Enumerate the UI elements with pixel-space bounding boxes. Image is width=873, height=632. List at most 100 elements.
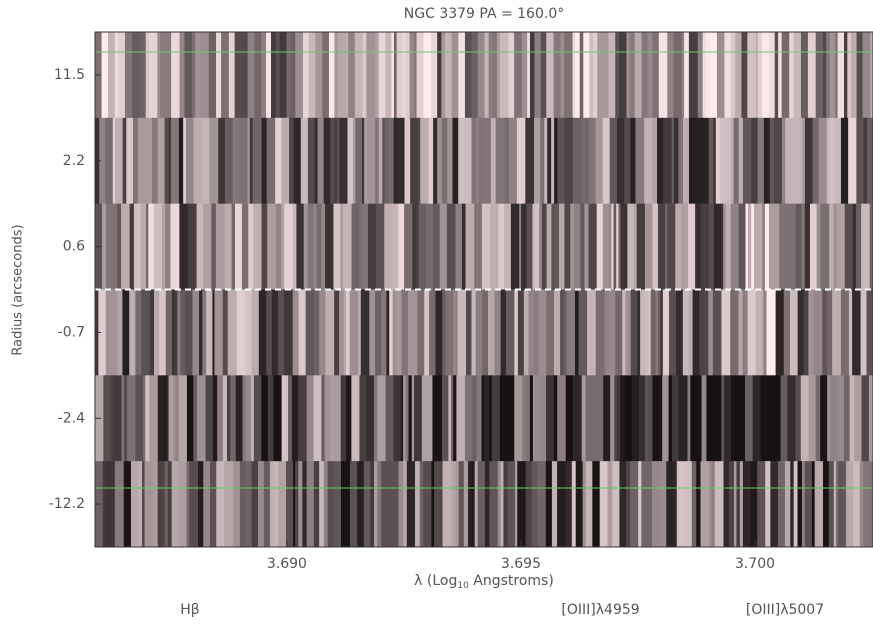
- spectrum-stripe: [869, 375, 873, 461]
- spectrum-stripe: [837, 204, 842, 290]
- spectrum-stripe: [551, 118, 554, 204]
- spectrum-stripe: [233, 118, 240, 204]
- spectrum-stripe: [761, 375, 767, 461]
- spectrum-stripe: [838, 32, 845, 118]
- spectrum-stripe: [246, 461, 252, 547]
- spectrum-stripe: [778, 461, 786, 547]
- spectrum-stripe: [282, 375, 289, 461]
- spectrum-stripe: [441, 32, 445, 118]
- spectrum-stripe: [446, 290, 454, 376]
- spectrum-stripe: [466, 290, 472, 376]
- spectrum-stripe: [802, 204, 806, 290]
- spectrum-stripe: [334, 290, 339, 376]
- spectrum-stripe: [355, 32, 363, 118]
- spectrum-stripe: [437, 32, 442, 118]
- spectrum-stripe: [188, 204, 197, 290]
- spectrum-stripe: [366, 32, 375, 118]
- spectrum-stripe: [660, 461, 667, 547]
- spectrum-stripe: [554, 290, 561, 376]
- spectrum-stripe: [330, 118, 334, 204]
- spectrum-stripe: [233, 461, 240, 547]
- spectrum-stripe: [638, 461, 642, 547]
- spectrum-stripe: [642, 32, 649, 118]
- spectrum-stripe: [138, 118, 147, 204]
- spectrum-stripe: [341, 375, 347, 461]
- spectrum-stripe: [343, 204, 352, 290]
- spectrum-stripe: [389, 290, 393, 376]
- spectrum-stripe: [422, 375, 431, 461]
- spectrum-stripe: [715, 461, 724, 547]
- spectrum-stripe: [351, 375, 360, 461]
- spectrum-stripe: [695, 204, 701, 290]
- spectrum-stripe: [717, 32, 725, 118]
- spectrum-stripe: [765, 461, 771, 547]
- spectrum-stripe: [626, 461, 631, 547]
- spectrum-stripe: [667, 204, 675, 290]
- spectrum-stripe: [429, 290, 436, 376]
- spectrum-stripe: [585, 118, 589, 204]
- spectrum-stripe: [757, 118, 764, 204]
- spectrum-stripe: [610, 118, 618, 204]
- x-tick-label: 3.690: [267, 556, 307, 572]
- spectrum-stripe: [837, 375, 844, 461]
- spectrum-stripe: [769, 32, 775, 118]
- spectrum-stripe: [187, 375, 194, 461]
- spectrum-stripe: [561, 32, 565, 118]
- spectrum-stripe: [264, 461, 270, 547]
- spectrum-stripe: [295, 461, 299, 547]
- spectrum-stripe: [455, 204, 462, 290]
- spectrum-stripe: [637, 204, 646, 290]
- spectrum-stripe: [325, 375, 331, 461]
- spectrum-stripe: [816, 32, 824, 118]
- spectrum-stripe: [130, 204, 135, 290]
- spectrum-stripe: [845, 204, 853, 290]
- spectrum-stripe: [620, 375, 626, 461]
- spectrum-stripe: [823, 461, 829, 547]
- spectrum-stripe: [374, 375, 378, 461]
- spectrum-stripe: [266, 290, 272, 376]
- spectrum-stripe: [564, 32, 573, 118]
- spectrum-stripe: [484, 32, 489, 118]
- spectrum-stripe: [319, 461, 324, 547]
- spectrum-stripe: [393, 290, 397, 376]
- spectrum-stripe: [209, 118, 218, 204]
- spectrum-stripe: [165, 204, 171, 290]
- spectrum-stripe: [393, 375, 401, 461]
- spectrum-stripe: [504, 118, 509, 204]
- spectrum-stripe: [282, 118, 290, 204]
- spectrum-stripe: [447, 118, 453, 204]
- spectrum-stripe: [456, 461, 460, 547]
- spectrum-stripe: [785, 461, 791, 547]
- spectrum-stripe: [709, 204, 715, 290]
- spectrum-stripe: [826, 32, 830, 118]
- spectrum-stripe: [769, 204, 775, 290]
- spectrum-stripe: [765, 204, 770, 290]
- spectrum-stripe: [724, 32, 731, 118]
- spectrum-stripe: [197, 204, 204, 290]
- spectrum-stripe: [801, 32, 808, 118]
- spectrum-stripe: [736, 461, 740, 547]
- spectrum-stripe: [764, 118, 770, 204]
- spectrum-stripe: [535, 204, 539, 290]
- spectrum-stripe: [145, 461, 154, 547]
- spectrum-stripe: [443, 461, 452, 547]
- spectrum-stripe: [135, 375, 143, 461]
- spectrum-stripe: [253, 118, 262, 204]
- spectrum-stripe: [592, 461, 600, 547]
- spectrum-stripe: [621, 204, 628, 290]
- spectrum-stripe: [748, 290, 757, 376]
- spectrum-stripe: [601, 32, 609, 118]
- spectrum-stripe: [314, 375, 322, 461]
- spectrum-stripe: [583, 32, 590, 118]
- spectrum-stripe: [364, 118, 368, 204]
- spectrum-stripe: [240, 461, 246, 547]
- spectrum-stripe: [627, 32, 630, 118]
- spectrum-stripe: [841, 204, 845, 290]
- spectrum-stripe: [653, 375, 658, 461]
- spectrum-stripe: [126, 118, 133, 204]
- spectrum-stripe: [830, 32, 836, 118]
- spectrum-stripe: [588, 204, 597, 290]
- spectrum-stripe: [546, 290, 554, 376]
- spectrum-stripe: [268, 375, 274, 461]
- spectrum-stripe: [206, 375, 214, 461]
